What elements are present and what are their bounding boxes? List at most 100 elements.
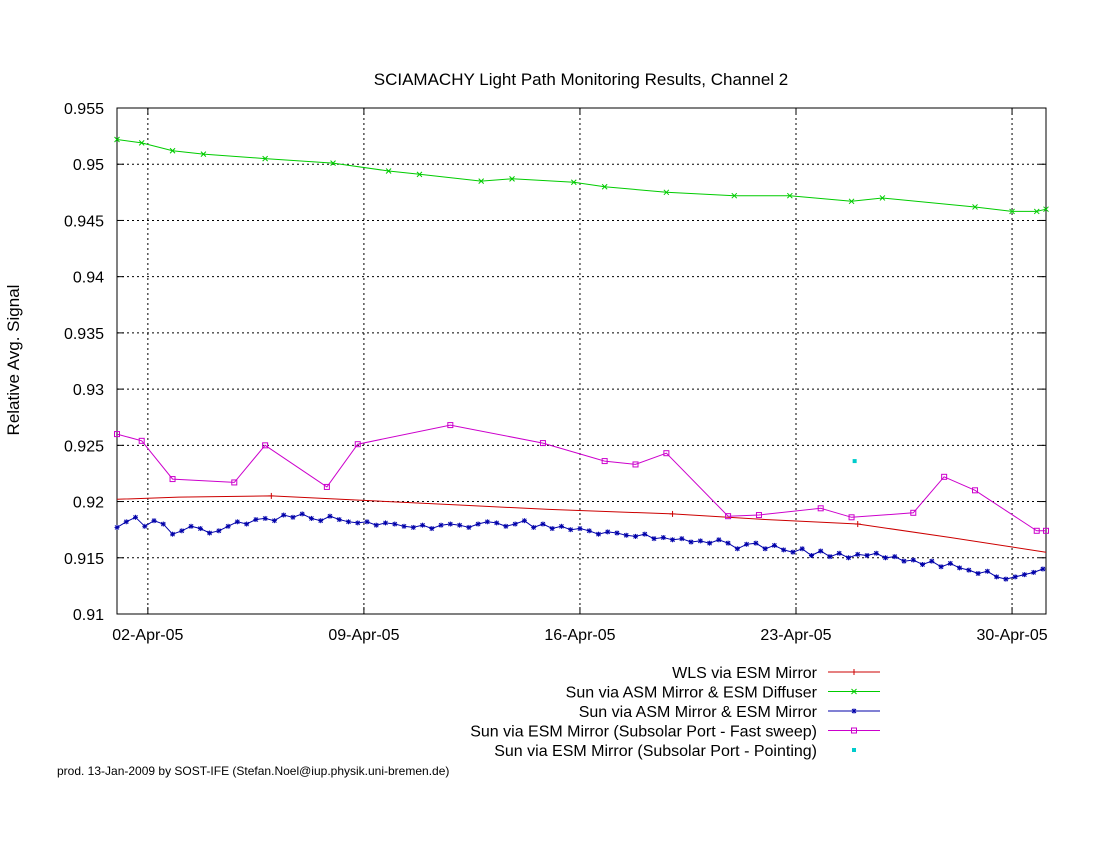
data-point [142,523,148,529]
data-point [753,540,759,546]
data-point [355,520,361,526]
x-tick-label: 09-Apr-05 [328,627,399,644]
data-point [1033,208,1040,215]
y-tick-label: 0.955 [64,101,104,118]
data-point [623,532,629,538]
data-point [336,517,342,523]
legend: WLS via ESM Mirror Sun via ASM Mirror & E… [470,665,880,760]
data-point [957,565,963,571]
data-point [308,515,314,521]
data-point [531,524,537,530]
data-point [972,487,979,494]
legend-label: Sun via ASM Mirror & ESM Diffuser [566,685,818,702]
data-point [972,204,978,210]
plot-frame [116,107,1047,615]
data-point [225,523,231,529]
data-point [138,140,145,146]
data-point [570,179,577,186]
data-point [651,536,657,542]
series-5 [852,459,857,464]
data-point [577,526,583,532]
data-point [151,518,157,524]
data-point [200,151,207,157]
data-point [1040,566,1046,572]
legend-entry: Sun via ESM Mirror (Subsolar Port - Fast… [470,724,880,741]
data-point [1021,572,1027,578]
data-point [262,155,268,162]
data-point [845,555,851,561]
data-point [818,548,824,554]
legend-label: Sun via ESM Mirror (Subsolar Port - Poin… [494,743,817,760]
data-point [447,422,454,429]
legend-label: Sun via ASM Mirror & ESM Mirror [579,704,818,721]
footer-credit: prod. 13-Jan-2009 by SOST-IFE (Stefan.No… [57,764,450,778]
data-point [786,192,793,199]
data-point [438,522,444,528]
data-point [929,558,935,564]
data-point [401,523,407,529]
data-point [817,505,824,512]
data-point [133,514,139,520]
data-point [762,546,768,552]
y-tick-label: 0.92 [73,495,104,512]
series-3 [114,511,1046,582]
data-point [373,522,379,528]
data-point [790,549,796,555]
data-point [910,557,916,563]
data-point [521,518,527,524]
y-tick-label: 0.925 [64,438,104,455]
data-point [345,519,351,525]
data-point [755,512,762,519]
data-point [364,519,370,525]
data-point [854,521,861,528]
legend-entry: Sun via ASM Mirror & ESM Mirror [579,704,880,721]
y-tick-label: 0.95 [73,157,104,174]
y-tick-label: 0.935 [64,326,104,343]
series-4 [114,422,1049,534]
data-point [848,198,855,205]
data-point [920,562,926,568]
data-point [669,510,676,517]
y-tick-label: 0.94 [73,270,104,287]
data-point [808,553,814,559]
data-point [586,528,592,534]
data-point [114,136,120,143]
data-point [447,521,453,527]
data-point [478,178,485,184]
data-point [457,522,463,528]
series-layer [114,136,1049,582]
legend-entry: Sun via ASM Mirror & ESM Diffuser [566,685,880,702]
legend-entry: Sun via ESM Mirror (Subsolar Port - Poin… [494,743,856,760]
data-point [169,476,176,483]
data-point [299,511,305,517]
data-point [484,519,490,525]
data-point [852,459,857,464]
data-point [188,523,194,529]
data-point [268,492,275,499]
data-point [318,518,324,524]
data-point [725,540,731,546]
data-point [663,450,670,457]
data-point [994,574,1000,580]
data-point [1009,208,1015,215]
series-1-line [116,495,1047,553]
data-point [688,539,694,545]
series-4-line [116,424,1046,532]
legend-marker [852,748,856,752]
data-point [947,560,953,566]
data-point [855,551,861,557]
data-point [595,531,601,537]
data-point [179,528,185,534]
data-point [234,519,240,525]
data-point [771,542,777,548]
data-point [169,147,176,154]
data-point [1031,569,1037,575]
y-axis-label: Relative Avg. Signal [4,285,23,436]
data-point [354,441,361,448]
data-point [262,442,269,449]
x-tick-label: 23-Apr-05 [760,627,831,644]
data-point [503,523,509,529]
legend-label: WLS via ESM Mirror [672,665,818,682]
data-point [697,538,703,544]
x-tick-label: 16-Apr-05 [544,627,615,644]
